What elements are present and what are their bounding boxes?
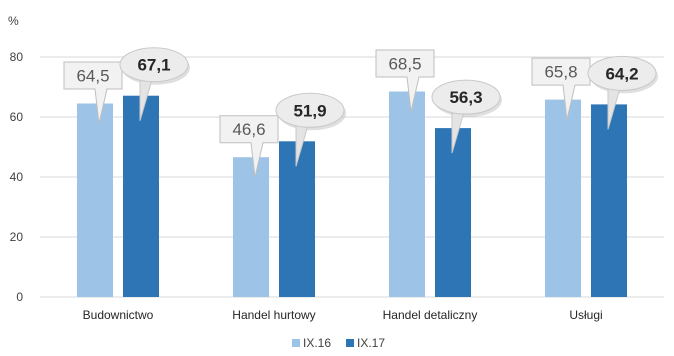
legend-swatch xyxy=(346,339,354,347)
bar xyxy=(123,96,159,297)
y-axis-ticks: 0 20 40 60 80 xyxy=(10,50,24,304)
bar xyxy=(77,104,113,298)
legend-swatch xyxy=(292,339,300,347)
data-label: 67,1 xyxy=(137,56,170,75)
y-tick-label: 40 xyxy=(10,170,24,184)
bars xyxy=(77,92,627,298)
data-label: 68,5 xyxy=(388,55,421,74)
data-label: 64,5 xyxy=(76,67,109,86)
legend-label: IX.17 xyxy=(357,336,385,350)
x-axis-categories: Budownictwo Handel hurtowy Handel detalicz… xyxy=(83,308,603,322)
y-axis-unit-label: % xyxy=(8,14,19,28)
bar xyxy=(435,128,471,297)
bar xyxy=(233,157,269,297)
category-label: Handel hurtowy xyxy=(232,308,315,322)
data-label: 51,9 xyxy=(293,101,326,120)
y-tick-label: 80 xyxy=(10,50,24,64)
y-tick-label: 0 xyxy=(16,290,23,304)
category-label: Handel detaliczny xyxy=(383,308,478,322)
category-label: Usługi xyxy=(569,308,602,322)
bar xyxy=(591,104,627,297)
data-label: 56,3 xyxy=(449,88,482,107)
bar xyxy=(545,100,581,297)
category-label: Budownictwo xyxy=(83,308,154,322)
data-label: 46,6 xyxy=(232,120,265,139)
data-label: 64,2 xyxy=(605,64,638,83)
data-label: 65,8 xyxy=(544,63,577,82)
bar xyxy=(389,92,425,298)
y-tick-label: 20 xyxy=(10,230,24,244)
legend-label: IX.16 xyxy=(303,336,331,350)
y-tick-label: 60 xyxy=(10,110,24,124)
legend: IX.16 IX.17 xyxy=(292,336,385,350)
